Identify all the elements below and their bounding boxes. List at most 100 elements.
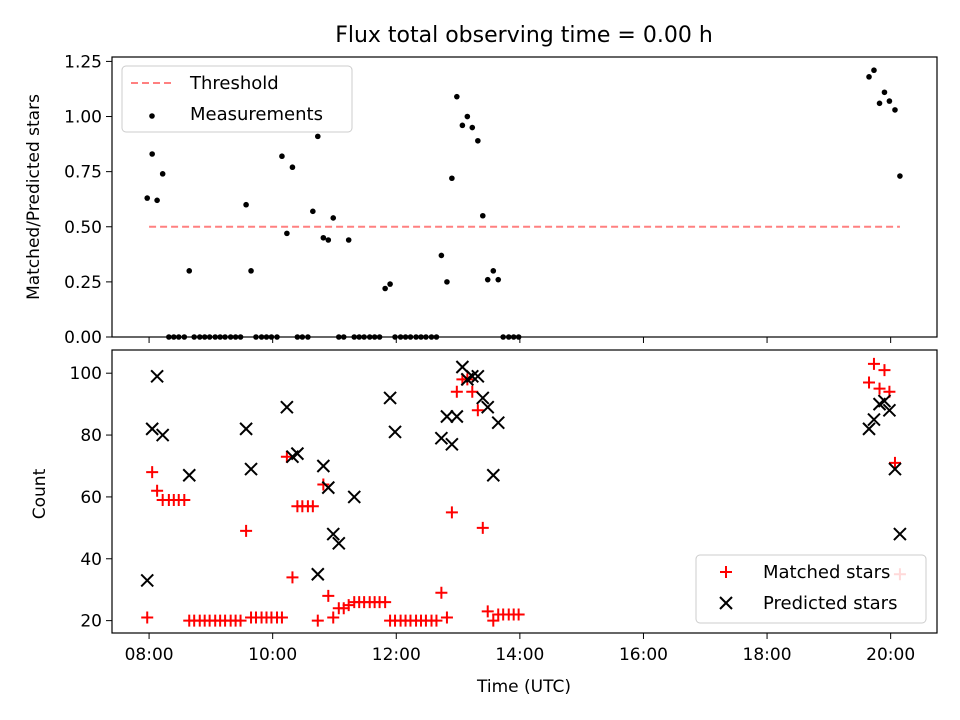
- matched-star-point: [878, 364, 891, 377]
- predicted-star-point: [280, 400, 294, 414]
- predicted-star-point: [893, 527, 907, 541]
- legend-matched-label: Matched stars: [763, 562, 890, 583]
- top-y-tick-label: 0.25: [64, 273, 102, 293]
- predicted-star-point: [465, 369, 479, 383]
- measurement-point: [449, 175, 455, 182]
- predicted-star-point: [155, 428, 170, 442]
- legend-predicted-swatch: [719, 596, 733, 610]
- legend-matched-swatch: [720, 566, 732, 578]
- predicted-star-point: [882, 403, 897, 418]
- bottom-y-tick-label: 60: [80, 488, 102, 508]
- matched-star-point: [863, 376, 876, 389]
- predicted-star-point: [481, 400, 495, 414]
- predicted-star-point: [867, 412, 881, 427]
- predicted-star-point: [471, 369, 485, 383]
- predicted-star-point: [316, 459, 331, 473]
- matched-star-point: [317, 478, 330, 491]
- measurement-point: [149, 151, 155, 157]
- figure-title: Flux total observing time = 0.00 h: [335, 23, 713, 48]
- matched-star-point: [450, 385, 463, 398]
- predicted-star-point: [383, 391, 397, 405]
- top-y-tick-label: 1.25: [64, 52, 102, 72]
- matched-star-point: [867, 357, 880, 370]
- matched-star-point: [275, 611, 288, 624]
- x-axis-label: Time (UTC): [476, 677, 571, 697]
- measurement-point: [279, 153, 285, 160]
- predicted-star-point: [888, 462, 902, 476]
- predicted-star-point: [182, 468, 196, 482]
- measurement-point: [144, 195, 151, 201]
- x-tick-label: 14:00: [495, 645, 544, 665]
- measurement-point: [892, 107, 898, 113]
- measurement-point: [320, 234, 327, 241]
- measurement-point: [469, 124, 476, 131]
- measurement-point: [876, 100, 883, 107]
- measurement-point: [438, 252, 445, 259]
- legend-measurements-swatch: [149, 113, 155, 119]
- matched-star-point: [234, 614, 247, 627]
- predicted-star-point: [877, 394, 892, 408]
- matched-star-point: [286, 571, 299, 584]
- matched-star-point: [240, 524, 253, 537]
- top-plot-area: [144, 67, 903, 340]
- measurement-point: [871, 67, 877, 74]
- predicted-star-point: [321, 480, 335, 495]
- predicted-star-point: [347, 490, 361, 504]
- predicted-star-point: [476, 391, 490, 405]
- matched-star-point: [487, 614, 500, 627]
- measurement-point: [325, 237, 332, 243]
- matched-star-point: [146, 466, 159, 479]
- predicted-star-point: [440, 409, 454, 424]
- matched-star-point: [327, 611, 340, 624]
- measurement-point: [495, 276, 502, 283]
- matched-star-point: [466, 385, 479, 398]
- measurement-point: [454, 93, 460, 100]
- matched-star-point: [445, 506, 458, 519]
- measurement-point: [464, 113, 471, 120]
- matched-star-point: [430, 614, 443, 627]
- bottom-y-tick-label: 20: [80, 612, 102, 632]
- x-tick-label: 12:00: [372, 645, 421, 665]
- matched-star-point: [311, 614, 324, 627]
- top-y-tick-label: 1.00: [64, 108, 102, 128]
- measurement-point: [866, 74, 872, 80]
- legend-measurements-label: Measurements: [190, 104, 323, 125]
- x-tick-label: 20:00: [866, 645, 915, 665]
- measurement-point: [897, 173, 903, 179]
- measurement-point: [475, 137, 481, 144]
- top-axes-frame: [111, 56, 938, 338]
- predicted-star-point: [145, 422, 159, 436]
- measurement-point: [154, 197, 160, 204]
- measurement-point: [382, 285, 388, 292]
- matched-star-point: [322, 589, 335, 602]
- matched-star-point: [888, 456, 901, 469]
- measurement-point: [444, 279, 450, 285]
- bottom-legend: Matched stars Predicted stars: [695, 554, 927, 624]
- matched-star-point: [471, 404, 484, 417]
- measurement-point: [459, 122, 466, 129]
- matched-star-point: [476, 521, 489, 534]
- predicted-star-point: [239, 422, 253, 436]
- bottom-y-axis-label: Count: [30, 468, 50, 519]
- predicted-star-point: [862, 422, 876, 436]
- top-x-axis-ticks: [148, 337, 892, 343]
- measurement-point: [387, 281, 393, 287]
- bottom-panel: 20 40 60 80 100 08:00 10:00 12:00 14:00 16:00 18:…: [30, 349, 938, 697]
- x-tick-label: 16:00: [619, 645, 668, 665]
- predicted-star-point: [332, 536, 346, 551]
- matched-star-point: [440, 611, 453, 624]
- x-tick-label: 08:00: [125, 645, 174, 665]
- matched-star-point: [435, 586, 448, 599]
- legend-predicted-label: Predicted stars: [763, 593, 897, 614]
- predicted-star-point: [140, 573, 154, 588]
- top-legend-box: [121, 65, 353, 133]
- matched-star-point: [873, 382, 886, 395]
- predicted-star-point: [326, 527, 340, 541]
- measurement-point: [310, 208, 316, 215]
- top-y-axis-ticks: 0.00 0.25 0.50 0.75 1.00 1.25: [64, 52, 112, 348]
- bottom-axes-frame: [111, 349, 938, 634]
- top-y-axis-label: Matched/Predicted stars: [24, 94, 44, 300]
- top-panel: 0.00 0.25 0.50 0.75 1.00 1.25 Matched/Predict…: [24, 52, 938, 348]
- measurement-point: [479, 212, 486, 219]
- predicted-star-point: [491, 415, 505, 430]
